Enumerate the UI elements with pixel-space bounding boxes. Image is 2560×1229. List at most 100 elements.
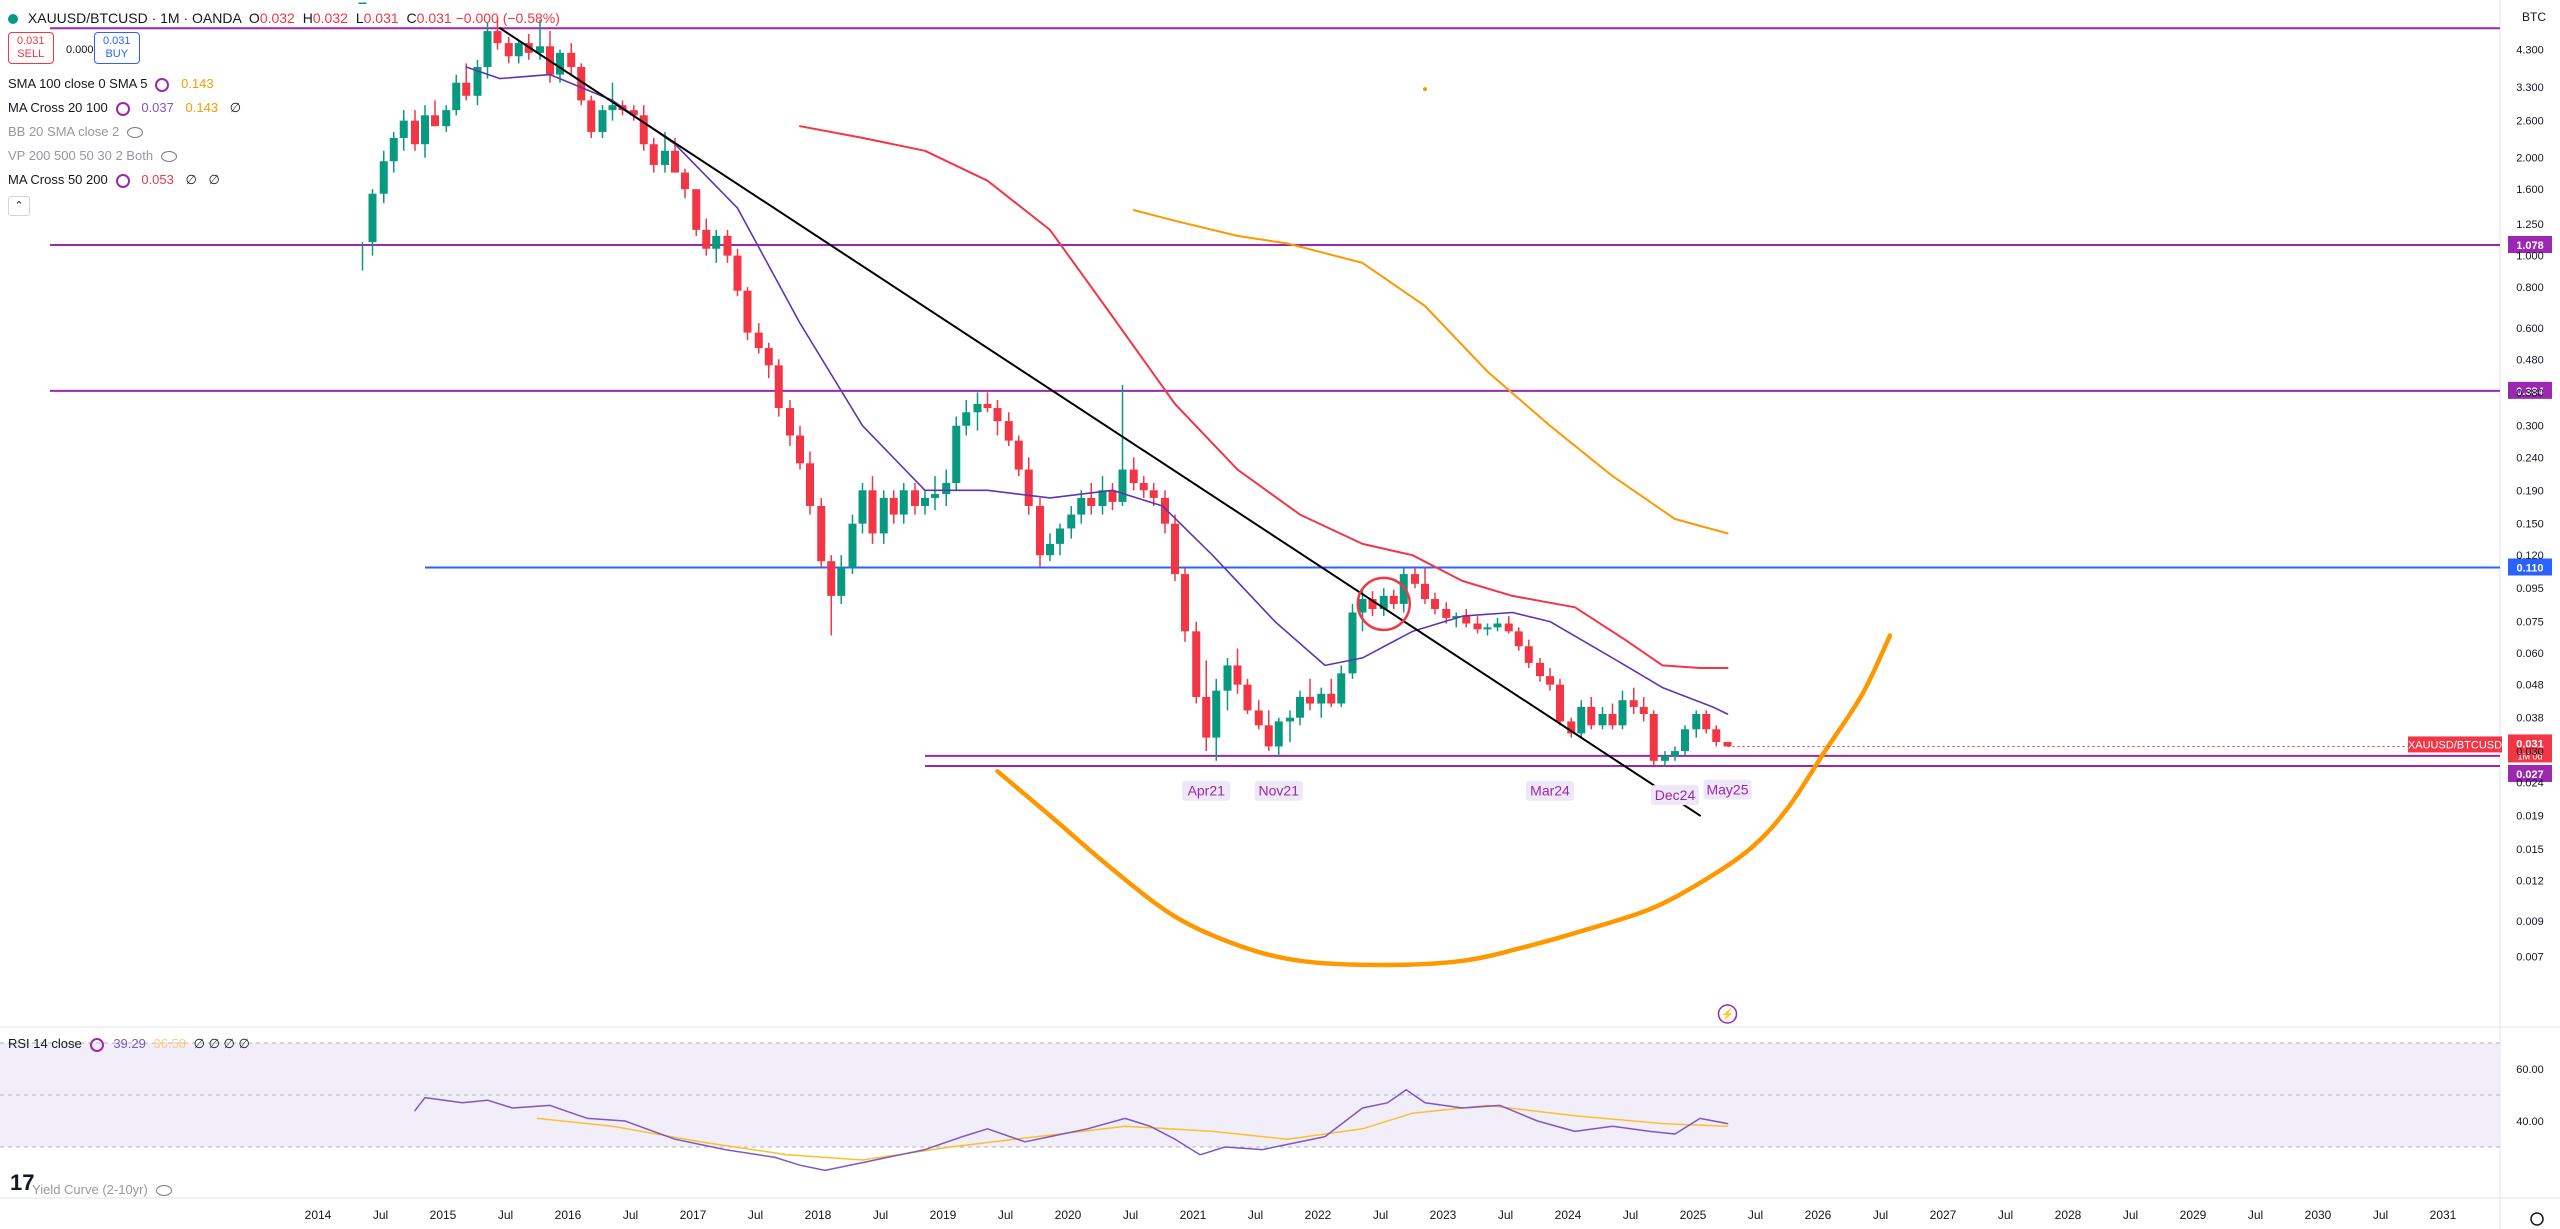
rsi-tick-label: 40.00 (2516, 1116, 2544, 1128)
candle-body (598, 110, 607, 132)
hidden-eye-icon[interactable] (161, 151, 178, 163)
time-tick-label: 2015 (430, 1208, 457, 1222)
price-tick-label: 0.480 (2516, 354, 2544, 366)
yield-curve-indicator[interactable]: Yield Curve (2-10yr) (8, 1182, 172, 1197)
candle-body (379, 161, 388, 194)
last-price-tag (2508, 734, 2552, 763)
price-tick-label: 0.190 (2516, 485, 2544, 497)
price-tick-label: 3.300 (2516, 82, 2544, 94)
candle-body (848, 523, 857, 568)
symbol-title[interactable]: XAUUSD/BTCUSD · 1M · OANDA (27, 10, 242, 26)
rsi-ma-line (536, 1104, 1729, 1161)
candle-body (1036, 505, 1044, 556)
candle-body (1192, 631, 1201, 697)
time-tick-label: 2021 (1180, 1208, 1207, 1222)
annotation-label: Mar24 (1530, 783, 1570, 799)
candle-body (911, 490, 919, 506)
candle-body (1212, 690, 1221, 738)
price-tick-label: 0.120 (2516, 550, 2544, 562)
rsi-ma-value: 36.58 (153, 1036, 187, 1051)
indicator-value: 0.037 (141, 100, 174, 115)
candle-body (358, 2, 367, 4)
settings-icon[interactable] (115, 101, 130, 116)
indicator-sma-100[interactable]: SMA 100 close 0 SMA 5 0.143 (8, 76, 214, 92)
time-tick-label: Jul (1998, 1208, 2013, 1222)
settings-icon[interactable] (89, 1037, 104, 1052)
price-tick-label: 1.600 (2516, 184, 2544, 196)
candle-body (1014, 440, 1023, 470)
time-tick-label: Jul (998, 1208, 1013, 1222)
candle-body (868, 490, 877, 534)
indicator-bb[interactable]: BB 20 SMA close 2 (8, 124, 144, 139)
candle-body (993, 408, 1002, 422)
indicator-value: ∅ (229, 100, 242, 115)
time-tick-label: 2020 (1055, 1208, 1082, 1222)
candle-body (806, 463, 814, 506)
annotation-label: Apr21 (1188, 783, 1226, 799)
candle-body (1118, 469, 1127, 502)
candle-body (389, 137, 398, 162)
highlight-circle (1356, 576, 1411, 632)
candle-body (1327, 693, 1336, 704)
indicator-value: 0.143 (181, 76, 214, 91)
candle-body (889, 497, 898, 515)
symbol-header: XAUUSD/BTCUSD · 1M · OANDA O0.032 H0.032… (8, 10, 560, 26)
candle-body (1264, 725, 1273, 747)
candle-body (1161, 497, 1169, 524)
candle-body (1556, 684, 1564, 722)
candle-body (1712, 729, 1721, 742)
price-tick-label: 0.300 (2516, 421, 2544, 433)
rsi-header[interactable]: RSI 14 close 39.29 36.58 ∅ ∅ ∅ ∅ (8, 1036, 250, 1052)
candle-body (629, 110, 638, 116)
candle-body (1452, 616, 1461, 618)
chevron-up-icon[interactable]: ⌃ (8, 196, 30, 216)
candle-body (1692, 714, 1701, 730)
candle-body (723, 235, 732, 256)
market-status-icon (8, 14, 18, 25)
candle-body (556, 52, 564, 75)
price-level-tag (2508, 764, 2552, 782)
rsi-value: 39.29 (113, 1036, 146, 1051)
buy-button[interactable]: 0.031 BUY (94, 32, 140, 64)
candle-body (962, 412, 971, 426)
candle-body (1046, 543, 1054, 556)
indicator-ma-cross-50-200[interactable]: MA Cross 50 200 0.053 ∅ ∅ (8, 172, 220, 188)
sell-label: SELL (17, 48, 45, 60)
price-tick-label: 0.380 (2516, 387, 2544, 399)
indicator-ma-cross-20-100[interactable]: MA Cross 20 100 0.037 0.143 ∅ (8, 100, 241, 116)
hidden-eye-icon[interactable] (155, 1185, 172, 1197)
indicator-name: MA Cross 50 200 (8, 172, 108, 187)
tradingview-logo-icon[interactable]: 17 (10, 1170, 35, 1195)
time-tick-label: Jul (623, 1208, 638, 1222)
candle-body (1598, 714, 1607, 726)
candle-body (837, 567, 846, 596)
open-label: O (248, 10, 260, 26)
time-tick-label: 2014 (305, 1208, 332, 1222)
change-value: −0.000 (−0.58%) (455, 10, 560, 26)
time-tick-label: Jul (1873, 1208, 1888, 1222)
candle-body (431, 115, 439, 127)
candle-body (1233, 665, 1242, 685)
candle-body (1202, 696, 1211, 738)
annotation-box (1651, 785, 1699, 806)
indicator-vp[interactable]: VP 200 500 50 30 2 Both (8, 148, 178, 163)
hidden-eye-icon[interactable] (127, 127, 144, 139)
indicator-name: VP 200 500 50 30 2 Both (8, 148, 154, 163)
settings-icon[interactable] (115, 173, 130, 188)
candle-body (1317, 693, 1326, 704)
candle-body (774, 365, 783, 409)
settings-icon[interactable] (155, 77, 170, 92)
candle-body (681, 172, 689, 190)
candle-body (587, 100, 596, 132)
price-tick-label: 2.000 (2516, 153, 2544, 165)
buy-price: 0.031 (103, 35, 131, 47)
sell-button[interactable]: 0.031 SELL (8, 32, 54, 64)
close-label: C (406, 10, 417, 26)
annotation-box (1254, 780, 1303, 801)
candle-body (452, 82, 461, 111)
time-tick-label: Jul (748, 1208, 763, 1222)
candle-body (858, 490, 867, 524)
candle-body (1077, 497, 1086, 515)
candle-body (1421, 583, 1429, 600)
